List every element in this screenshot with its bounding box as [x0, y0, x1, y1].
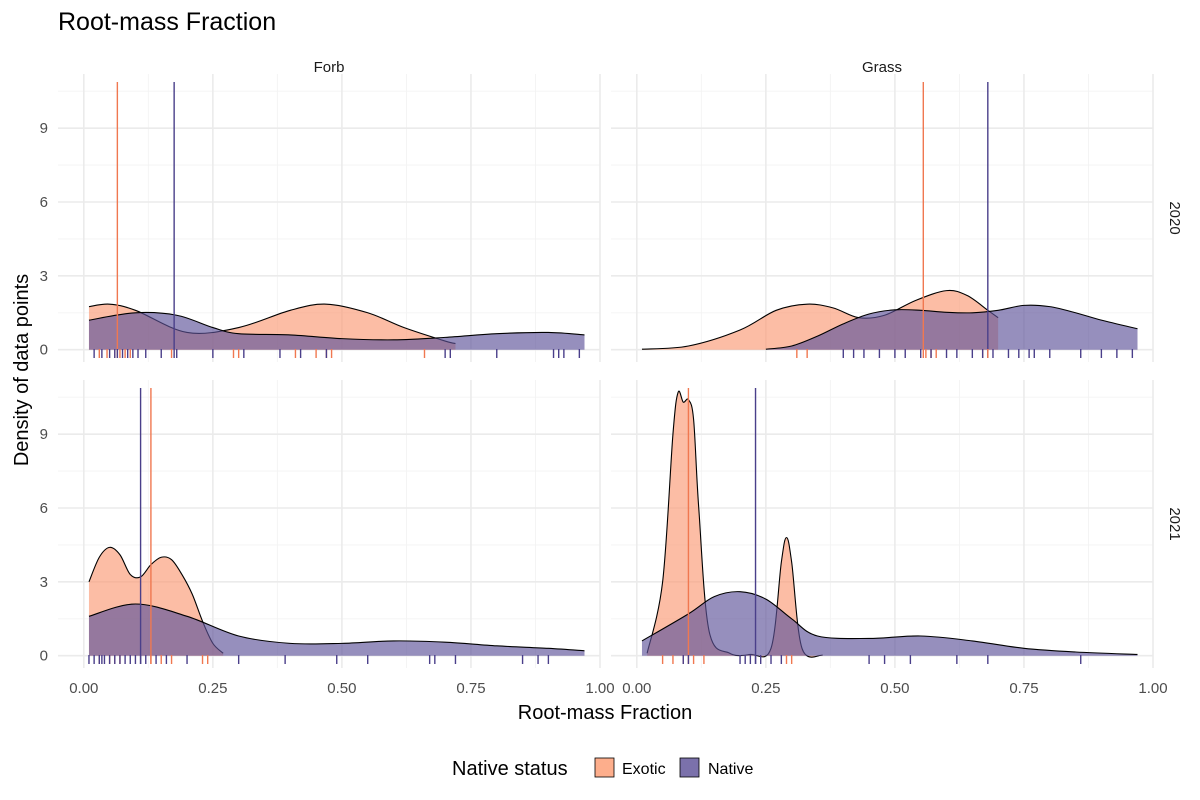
y-tick-label: 0 [40, 648, 48, 665]
strip-label-2020: 2020 [1166, 201, 1183, 234]
density-outline-native [765, 304, 1138, 350]
panel-grass-2021: 0.00 0.25 0.50 0.75 1.00 [611, 380, 1168, 697]
x-tick-label: 1.00 [585, 680, 614, 697]
y-tick-label: 0 [40, 342, 48, 359]
panel-grass-2020 [611, 74, 1154, 362]
y-tick-label: 9 [40, 120, 48, 137]
y-axis-title: Density of data points [11, 274, 33, 466]
panel-forb-2021: 0 3 6 9 0.00 0.25 0.50 0.75 1.00 [40, 380, 615, 697]
density-outline-exotic [88, 546, 224, 654]
density-outline-native [88, 603, 585, 652]
y-tick-label: 3 [40, 268, 48, 285]
y-tick-label: 9 [40, 426, 48, 443]
x-tick-label: 0.75 [1009, 680, 1038, 697]
density-area-native [88, 604, 585, 656]
y-tick-label: 6 [40, 194, 48, 211]
x-tick-label: 1.00 [1138, 680, 1167, 697]
strip-label-forb: Forb [314, 59, 345, 76]
y-tick-label: 6 [40, 500, 48, 517]
panel-forb-2020: 0 3 6 9 [40, 74, 601, 362]
x-axis-title: Root-mass Fraction [518, 702, 693, 724]
x-tick-label: 0.00 [622, 680, 651, 697]
density-area-native [765, 305, 1138, 350]
density-outline-native [641, 591, 1138, 656]
legend-label-native: Native [708, 761, 753, 778]
strip-label-2021: 2021 [1166, 507, 1183, 540]
density-outline-exotic [88, 303, 456, 345]
panels: Forb Grass 2020 2021 0 3 6 9 0 3 6 9 0.00 0.25 0.50 0.7… [40, 59, 1183, 697]
legend-key-native [679, 757, 700, 778]
density-area-native [641, 591, 1138, 656]
chart-title: Root-mass Fraction [58, 8, 276, 36]
y-tick-label: 3 [40, 574, 48, 591]
x-tick-label: 0.25 [198, 680, 227, 697]
strip-label-grass: Grass [862, 59, 902, 76]
density-area-native [88, 312, 585, 350]
legend-title: Native status [452, 758, 568, 780]
legend-key-exotic [594, 757, 615, 778]
x-tick-label: 0.50 [327, 680, 356, 697]
legend: Native status Exotic Native [452, 757, 753, 780]
legend-label-exotic: Exotic [622, 761, 666, 778]
x-tick-label: 0.25 [751, 680, 780, 697]
x-tick-label: 0.75 [456, 680, 485, 697]
x-tick-label: 0.50 [880, 680, 909, 697]
x-tick-label: 0.00 [69, 680, 98, 697]
